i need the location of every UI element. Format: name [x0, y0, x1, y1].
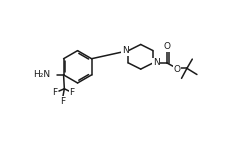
- Text: F: F: [69, 88, 75, 97]
- Text: F: F: [60, 97, 65, 106]
- Text: F: F: [53, 88, 58, 97]
- Text: O: O: [173, 65, 180, 74]
- Text: N: N: [153, 58, 160, 67]
- Text: N: N: [122, 46, 129, 55]
- Text: O: O: [163, 42, 170, 51]
- Text: H₂N: H₂N: [33, 70, 51, 79]
